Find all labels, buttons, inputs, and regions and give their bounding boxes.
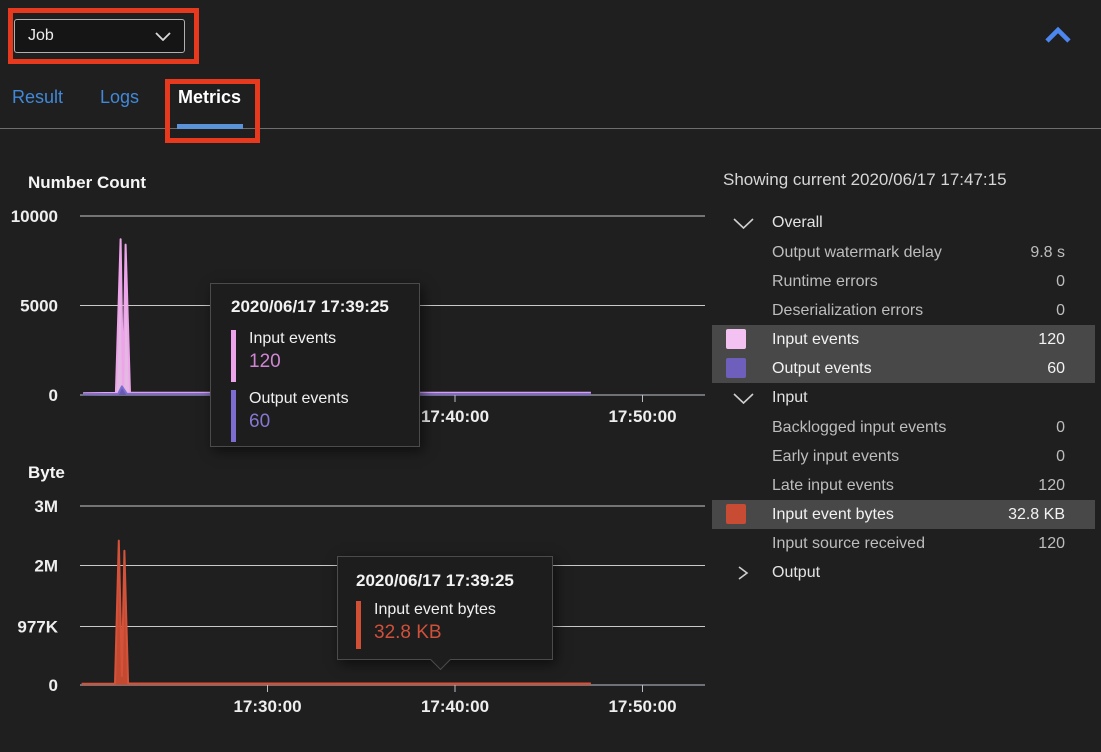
metric-row[interactable]: Input source received 120: [712, 529, 1095, 558]
showing-current-label: Showing current 2020/06/17 17:47:15: [723, 170, 1007, 189]
y-axis-label: 10000: [11, 207, 58, 226]
group-label: Output: [772, 564, 821, 581]
metric-label: Input event bytes: [772, 505, 894, 523]
metric-value: 120: [1038, 330, 1065, 348]
y-axis-label: 5000: [20, 297, 58, 316]
metric-value: 120: [1038, 476, 1065, 494]
metric-row[interactable]: Output watermark delay 9.8 s: [712, 238, 1095, 267]
tooltip-timestamp: 2020/06/17 17:39:25: [356, 571, 514, 590]
y-axis-label: 2M: [34, 557, 58, 576]
y-axis-label: 977K: [17, 618, 58, 637]
metrics-tree: Overall Output watermark delay 9.8 s Runtim…: [712, 208, 1095, 588]
chart-title: Number Count: [28, 173, 146, 192]
metric-value: 0: [1056, 418, 1065, 436]
metric-label: Late input events: [772, 476, 894, 494]
metric-value: 9.8 s: [1030, 243, 1065, 261]
metric-row[interactable]: Input events 120: [712, 325, 1095, 354]
series-swatch: [726, 358, 746, 378]
x-axis-label: 17:30:00: [233, 697, 301, 716]
series-line-input-event-bytes: [81, 539, 591, 685]
series-color-bar: [356, 601, 361, 649]
metric-row[interactable]: Runtime errors 0: [712, 267, 1095, 296]
series-swatch: [726, 504, 746, 524]
chevron-up-icon: [1045, 26, 1071, 43]
chart-title: Byte: [28, 463, 65, 482]
tooltip-timestamp: 2020/06/17 17:39:25: [231, 297, 389, 316]
metric-value: 0: [1056, 272, 1065, 290]
tooltip-entry-label: Output events: [249, 390, 349, 407]
metric-row[interactable]: Input event bytes 32.8 KB: [712, 500, 1095, 529]
y-axis-label: 0: [49, 386, 58, 405]
metric-label: Runtime errors: [772, 272, 878, 290]
x-axis-label: 17:40:00: [421, 407, 489, 426]
tab-result[interactable]: Result: [12, 87, 64, 107]
job-dropdown-label: Job: [28, 27, 54, 44]
tooltip-entry-value: 32.8 KB: [374, 622, 442, 643]
chevron-down-icon: [733, 393, 754, 405]
chevron-right-icon: [738, 566, 749, 580]
chevron-down-icon: [155, 31, 171, 41]
series-swatch: [726, 329, 746, 349]
tooltip-entry: Input event bytes 32.8 KB: [356, 601, 552, 649]
metric-group-overall[interactable]: Overall: [712, 208, 1095, 238]
metric-row[interactable]: Late input events 120: [712, 471, 1095, 500]
metric-label: Output watermark delay: [772, 243, 942, 261]
tabs-divider: [0, 128, 1101, 129]
metric-value: 32.8 KB: [1008, 505, 1065, 523]
metric-group-output[interactable]: Output: [712, 558, 1095, 588]
metric-row[interactable]: Early input events 0: [712, 442, 1095, 471]
chart-tooltip-number-count: 2020/06/17 17:39:25 Input events 120 Out…: [210, 283, 420, 447]
metric-value: 0: [1056, 301, 1065, 319]
x-axis-label: 17:50:00: [608, 407, 676, 426]
metric-value: 60: [1047, 359, 1065, 377]
chart-tooltip-byte: 2020/06/17 17:39:25 Input event bytes 32…: [337, 556, 553, 671]
series-color-bar: [231, 330, 236, 382]
metric-group-input[interactable]: Input: [712, 383, 1095, 413]
metric-label: Output events: [772, 359, 872, 377]
active-tab-underline: [177, 124, 243, 129]
tooltip-entry-value: 60: [249, 411, 271, 432]
x-axis-label: 17:40:00: [421, 697, 489, 716]
metric-label: Early input events: [772, 447, 900, 465]
metric-label: Backlogged input events: [772, 418, 947, 436]
metric-value: 0: [1056, 447, 1065, 465]
tooltip-entry: Output events 60: [231, 390, 419, 442]
metric-row[interactable]: Backlogged input events 0: [712, 413, 1095, 442]
tooltip-entry: Input events 120: [231, 330, 419, 382]
group-label: Overall: [772, 214, 823, 231]
tab-logs[interactable]: Logs: [100, 87, 140, 107]
tooltip-entry-label: Input events: [249, 330, 337, 347]
metric-row[interactable]: Deserialization errors 0: [712, 296, 1095, 325]
tooltip-entry-value: 120: [249, 351, 281, 372]
metric-value: 120: [1038, 534, 1065, 552]
collapse-panel-button[interactable]: [1042, 24, 1074, 48]
job-dropdown[interactable]: Job: [14, 19, 185, 53]
metric-label: Deserialization errors: [772, 301, 924, 319]
series-color-bar: [231, 390, 236, 442]
tab-metrics[interactable]: Metrics: [178, 87, 242, 107]
tooltip-entry-label: Input event bytes: [374, 601, 496, 618]
chevron-down-icon: [733, 218, 754, 230]
y-axis-label: 3M: [34, 497, 58, 516]
chart-byte[interactable]: Byte 3M 2M 977K 0 17:30:00 17:40:00 17:50:00: [0, 452, 712, 720]
metric-label: Input events: [772, 330, 860, 348]
annotation-box-job-dropdown: [8, 8, 199, 64]
x-axis-label: 17:50:00: [608, 697, 676, 716]
y-axis-label: 0: [49, 676, 58, 695]
metric-label: Input source received: [772, 534, 925, 552]
metrics-panel: Showing current 2020/06/17 17:47:15 Over…: [712, 170, 1095, 588]
annotation-box-metrics-tab: [165, 79, 260, 143]
metric-row[interactable]: Output events 60: [712, 354, 1095, 383]
group-label: Input: [772, 389, 808, 406]
